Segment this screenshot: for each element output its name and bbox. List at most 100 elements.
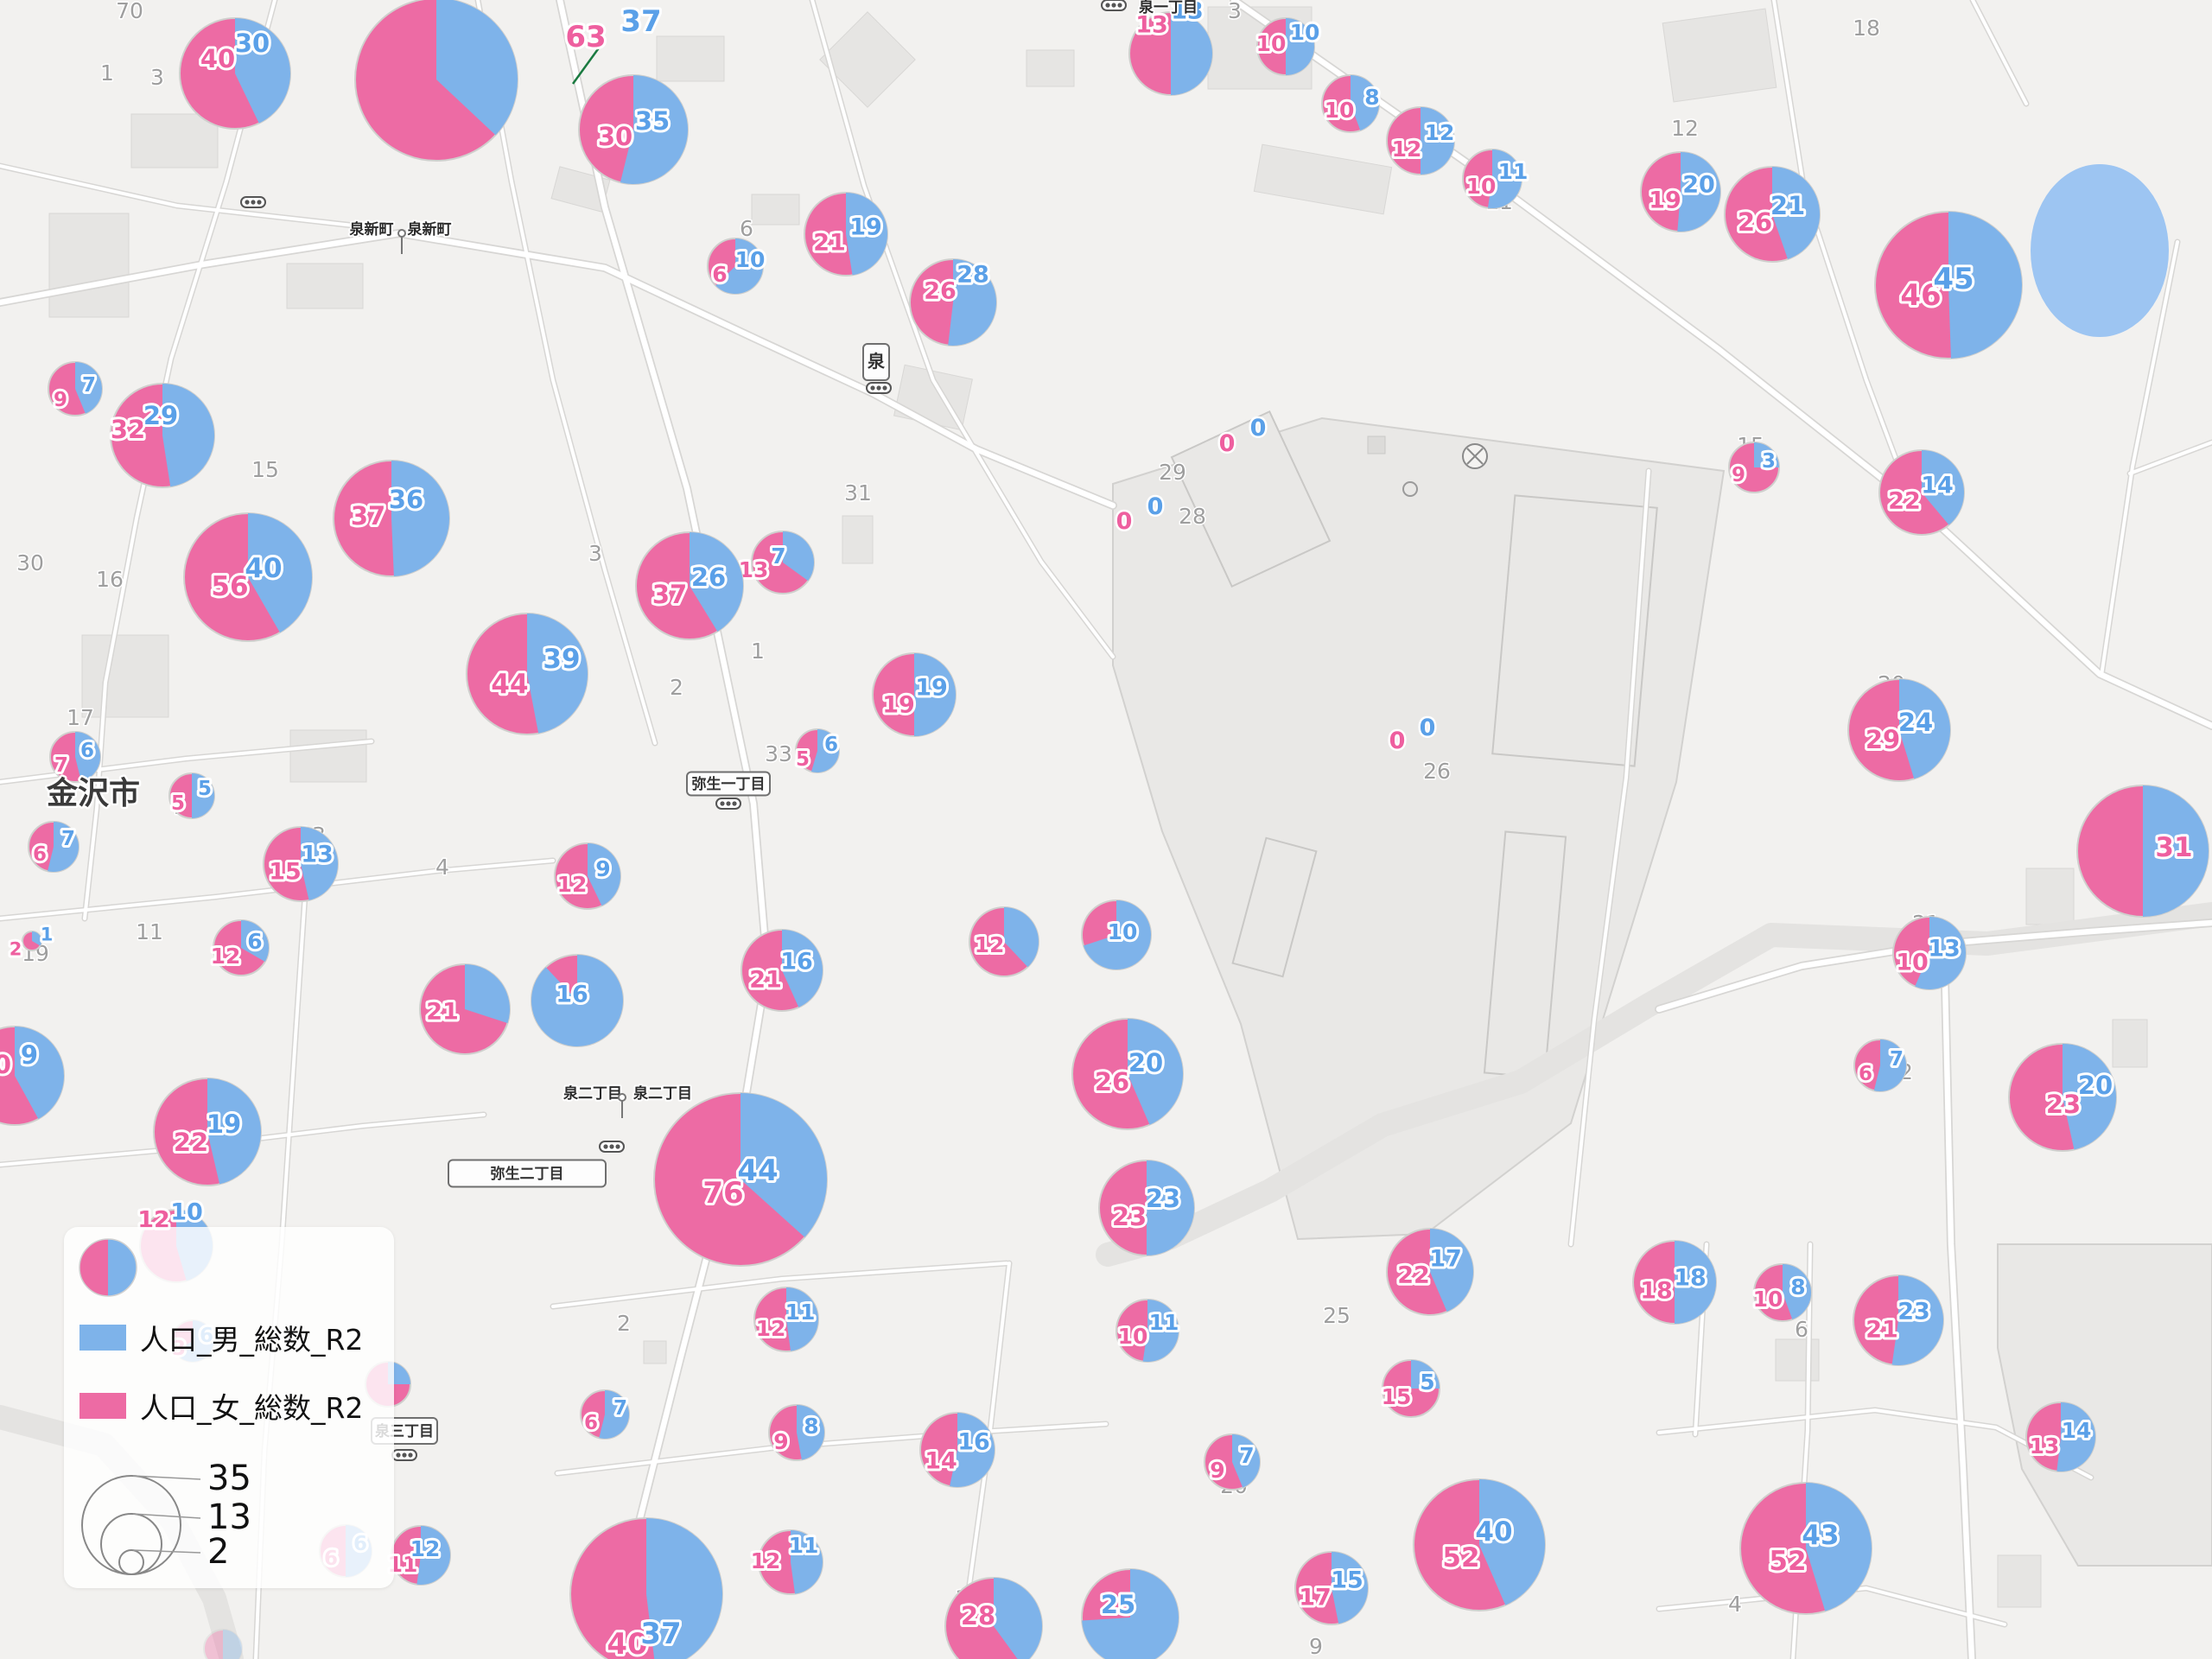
pie-value-female: 32 xyxy=(111,415,145,444)
pie-marker[interactable] xyxy=(354,0,604,162)
road[interactable] xyxy=(551,1262,1008,1308)
pie-marker[interactable] xyxy=(741,929,823,1012)
pie-marker[interactable] xyxy=(1256,17,1315,76)
road[interactable] xyxy=(556,1422,1108,1475)
pie-value-male: 16 xyxy=(957,1428,990,1455)
road[interactable] xyxy=(83,0,276,920)
parcel-number-label: 2 xyxy=(670,675,683,700)
pie-marker[interactable] xyxy=(213,919,270,976)
pie-marker[interactable] xyxy=(1071,1018,1184,1130)
pie-marker[interactable] xyxy=(1892,916,1967,990)
pie-marker[interactable] xyxy=(1116,1299,1179,1363)
building xyxy=(286,263,364,309)
road[interactable] xyxy=(1569,469,1650,1246)
pie-marker[interactable] xyxy=(1853,1039,1907,1092)
road[interactable] xyxy=(2100,240,2179,677)
pie-marker[interactable] xyxy=(1204,1433,1261,1491)
pie-marker[interactable] xyxy=(969,906,1039,977)
pie-marker[interactable] xyxy=(263,826,339,902)
pie-marker[interactable] xyxy=(1739,1482,1872,1615)
pie-marker[interactable] xyxy=(1878,449,1965,536)
pie-marker[interactable] xyxy=(1098,1160,1195,1256)
pie-marker[interactable] xyxy=(1632,1240,1717,1325)
pie-marker[interactable] xyxy=(1753,1263,1812,1322)
pie-marker[interactable] xyxy=(531,954,624,1047)
pie-marker[interactable] xyxy=(1382,1359,1440,1418)
bus-stop-icon xyxy=(882,385,887,391)
road[interactable] xyxy=(1772,0,1907,486)
pie-marker[interactable] xyxy=(22,931,42,951)
pie-marker[interactable] xyxy=(768,1404,825,1461)
pie-marker[interactable] xyxy=(653,1092,828,1267)
pie-marker[interactable] xyxy=(2025,1402,2096,1472)
pie-marker[interactable] xyxy=(1128,11,1213,96)
pie-male-slice xyxy=(527,613,588,734)
pie-marker[interactable] xyxy=(758,1529,823,1595)
pie-marker[interactable] xyxy=(804,192,888,276)
pie-marker[interactable] xyxy=(872,652,957,737)
pie-value-male: 37 xyxy=(640,1617,681,1651)
pie-value-female: 0 xyxy=(0,1050,11,1079)
pie-marker[interactable] xyxy=(2076,785,2209,918)
pie-marker[interactable] xyxy=(909,258,997,346)
pie-marker[interactable] xyxy=(183,512,313,642)
pie-value-male: 20 xyxy=(1128,1048,1163,1077)
pie-marker[interactable] xyxy=(1874,211,2023,359)
road[interactable] xyxy=(1657,1586,2006,1626)
pie-marker[interactable] xyxy=(1321,74,1380,133)
pie-marker[interactable] xyxy=(0,1026,65,1126)
road[interactable] xyxy=(2128,441,2212,475)
pie-marker[interactable] xyxy=(919,1412,995,1488)
road[interactable] xyxy=(1941,940,1975,1659)
pie-marker[interactable] xyxy=(48,361,103,416)
pie-marker[interactable] xyxy=(391,1525,451,1586)
road[interactable] xyxy=(1971,0,2028,105)
pie-marker[interactable] xyxy=(707,238,764,295)
pie-marker[interactable] xyxy=(795,728,840,773)
pie-marker[interactable] xyxy=(554,842,621,910)
pie-marker[interactable] xyxy=(751,531,815,594)
pie-marker[interactable] xyxy=(110,383,215,488)
pie-marker[interactable] xyxy=(333,460,450,577)
pie-marker[interactable] xyxy=(1081,899,1152,970)
pie-marker[interactable] xyxy=(419,963,511,1055)
pie-marker[interactable] xyxy=(580,1389,630,1440)
pie-value-female: 23 xyxy=(1112,1202,1147,1231)
pie-marker[interactable] xyxy=(944,1577,1043,1659)
pie-marker[interactable] xyxy=(1640,151,1721,232)
pie-marker[interactable] xyxy=(153,1077,262,1186)
pie-marker[interactable] xyxy=(569,1517,723,1659)
pie-marker[interactable] xyxy=(1728,442,1780,493)
pie-marker[interactable] xyxy=(1853,1274,1944,1366)
pie-marker[interactable] xyxy=(1462,149,1522,209)
pie-marker[interactable] xyxy=(635,531,744,640)
pie-male-slice xyxy=(741,1093,828,1237)
road[interactable] xyxy=(0,230,1116,509)
pie-marker[interactable] xyxy=(753,1287,819,1352)
pie-male-slice xyxy=(465,964,511,1024)
pie-marker[interactable] xyxy=(1847,678,1951,782)
pie-marker[interactable] xyxy=(1724,166,1821,263)
pie-male-slice xyxy=(1286,18,1314,75)
pie-marker[interactable] xyxy=(466,613,588,735)
pie-marker[interactable] xyxy=(578,74,689,185)
pie-marker[interactable] xyxy=(168,772,215,819)
pie-marker[interactable] xyxy=(2008,1043,2117,1152)
road[interactable] xyxy=(0,164,363,228)
road[interactable] xyxy=(810,0,1115,658)
pie-marker[interactable] xyxy=(203,1629,243,1659)
pie-marker[interactable] xyxy=(179,17,291,130)
pie-marker[interactable] xyxy=(1386,106,1455,175)
female-color-swatch xyxy=(79,1393,126,1419)
pie-marker[interactable] xyxy=(1386,1228,1474,1316)
pie-marker[interactable] xyxy=(1081,1568,1179,1659)
pie-value-female: 21 xyxy=(749,966,782,993)
pie-value-male: 5 xyxy=(1420,1370,1434,1395)
road-sign-label: 弥生一丁目 xyxy=(692,775,766,793)
pie-value-male-zero: 0 xyxy=(1147,493,1164,520)
pie-marker[interactable] xyxy=(28,821,79,873)
pie-marker[interactable] xyxy=(1294,1551,1369,1625)
building xyxy=(81,634,169,718)
pie-marker[interactable] xyxy=(1413,1478,1546,1611)
pie-marker[interactable] xyxy=(49,731,101,783)
